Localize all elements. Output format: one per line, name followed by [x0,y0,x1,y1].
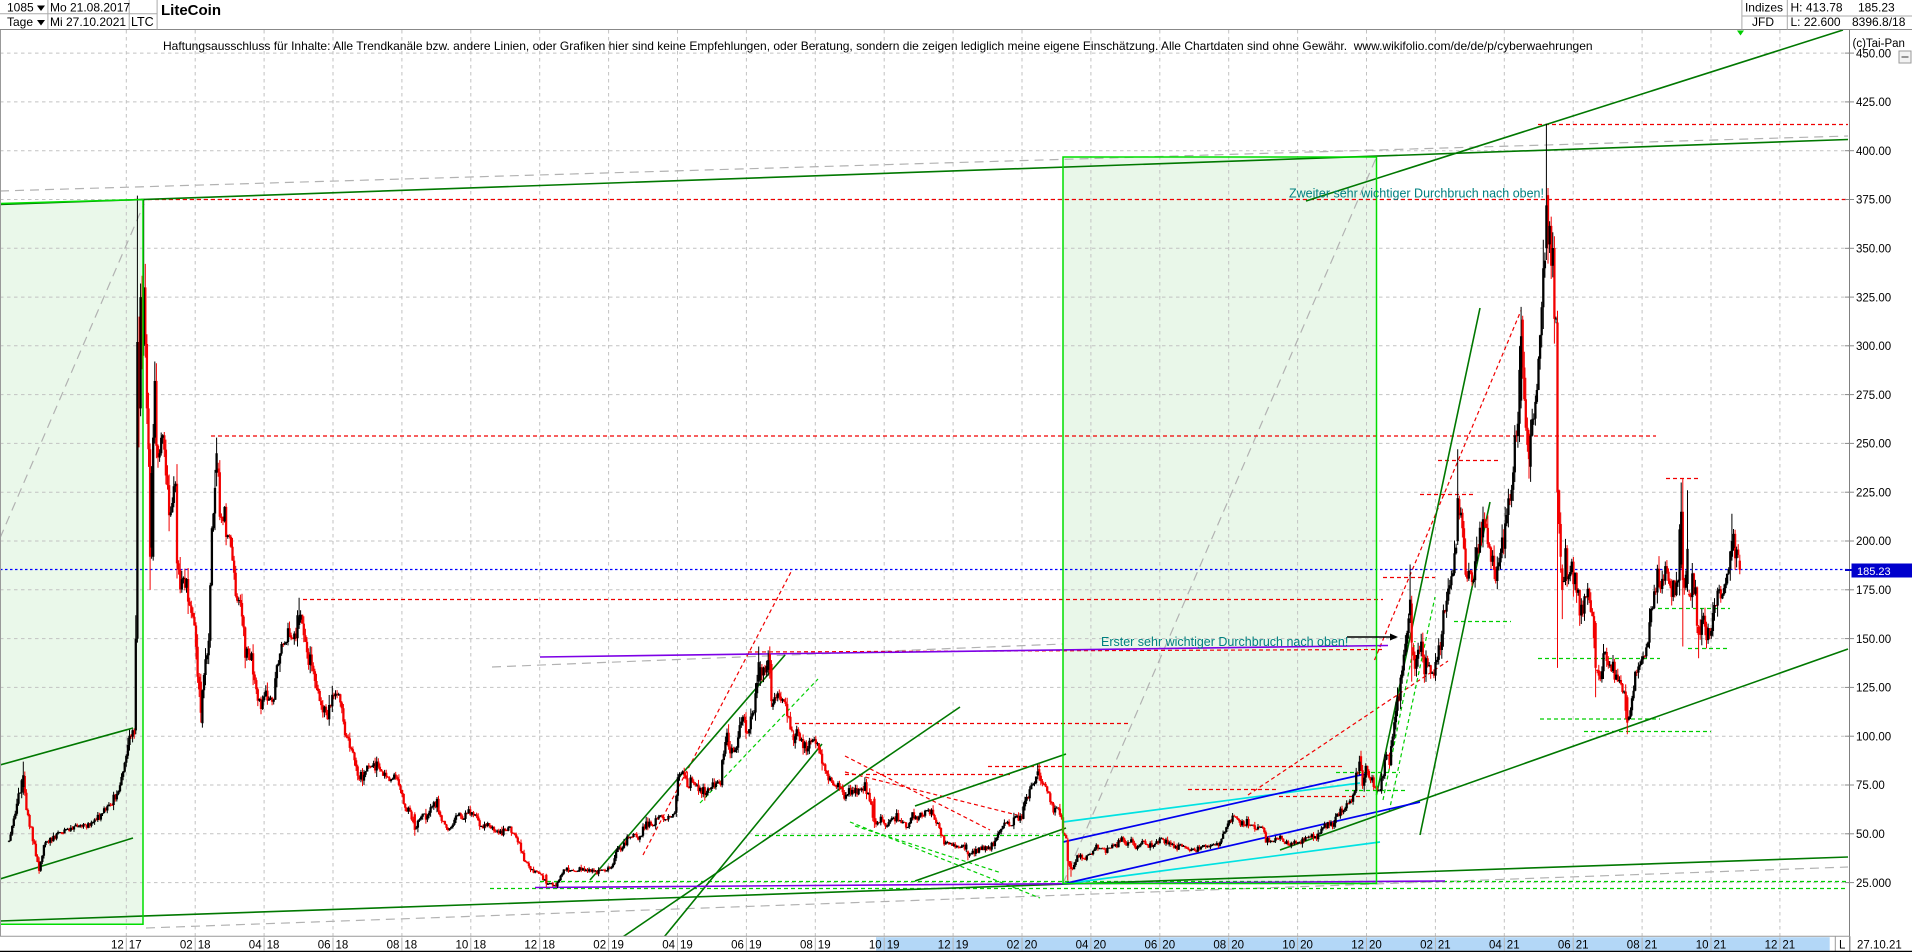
svg-text:19: 19 [680,940,693,952]
svg-text:185.23: 185.23 [1857,566,1891,578]
svg-text:08: 08 [387,940,400,952]
svg-text:18: 18 [404,940,417,952]
svg-text:19: 19 [749,940,762,952]
svg-text:21: 21 [1645,940,1658,952]
svg-text:12: 12 [111,940,124,952]
svg-text:21: 21 [1507,940,1520,952]
svg-text:04: 04 [1489,940,1502,952]
svg-text:425.00: 425.00 [1856,97,1891,109]
svg-text:04: 04 [1076,940,1089,952]
svg-text:LTC: LTC [131,15,154,29]
svg-text:150.00: 150.00 [1856,634,1891,646]
svg-text:08: 08 [800,940,813,952]
svg-text:125.00: 125.00 [1856,683,1891,695]
svg-text:10: 10 [1282,940,1295,952]
svg-text:200.00: 200.00 [1856,536,1891,548]
svg-text:04: 04 [662,940,675,952]
svg-text:Zweiter sehr wichtiger Durchbr: Zweiter sehr wichtiger Durchbruch nach o… [1289,187,1544,201]
svg-text:19: 19 [611,940,624,952]
svg-text:100.00: 100.00 [1856,731,1891,743]
svg-text:Tage: Tage [7,15,33,29]
svg-text:12: 12 [524,940,537,952]
svg-text:18: 18 [336,940,349,952]
svg-text:19: 19 [956,940,969,952]
svg-text:18: 18 [267,940,280,952]
svg-text:1085: 1085 [7,1,34,15]
svg-text:08: 08 [1627,940,1640,952]
svg-text:19: 19 [887,940,900,952]
svg-text:175.00: 175.00 [1856,585,1891,597]
svg-text:25.000: 25.000 [1856,878,1891,890]
svg-text:50.00: 50.00 [1856,829,1885,841]
svg-text:19: 19 [818,940,831,952]
svg-text:10: 10 [869,940,882,952]
svg-text:10: 10 [456,940,469,952]
svg-text:H: 413.78: H: 413.78 [1791,1,1843,15]
svg-text:12: 12 [1351,940,1364,952]
svg-text:Erster sehr wichtiger Durchbru: Erster sehr wichtiger Durchbruch nach ob… [1101,635,1348,649]
svg-text:Mo 21.08.2017: Mo 21.08.2017 [50,1,130,15]
svg-text:06: 06 [1145,940,1158,952]
svg-text:21: 21 [1438,940,1451,952]
svg-text:06: 06 [1558,940,1571,952]
svg-text:L: 22.600: L: 22.600 [1791,15,1841,29]
svg-text:12: 12 [1765,940,1778,952]
svg-text:350.00: 350.00 [1856,244,1891,256]
svg-text:06: 06 [731,940,744,952]
svg-text:Indizes: Indizes [1745,1,1783,15]
svg-text:JFD: JFD [1752,15,1774,29]
svg-text:21: 21 [1714,940,1727,952]
svg-text:10: 10 [1696,940,1709,952]
svg-text:325.00: 325.00 [1856,292,1891,304]
svg-text:L: L [1839,940,1846,952]
svg-text:20: 20 [1369,940,1382,952]
svg-text:185.23: 185.23 [1858,1,1895,15]
svg-text:18: 18 [473,940,486,952]
svg-text:250.00: 250.00 [1856,439,1891,451]
svg-text:LiteCoin: LiteCoin [161,2,221,19]
svg-text:225.00: 225.00 [1856,487,1891,499]
svg-text:Mi 27.10.2021: Mi 27.10.2021 [50,15,126,29]
svg-text:275.00: 275.00 [1856,390,1891,402]
svg-text:300.00: 300.00 [1856,341,1891,353]
svg-text:20: 20 [1231,940,1244,952]
svg-text:12: 12 [938,940,951,952]
svg-text:20: 20 [1162,940,1175,952]
svg-text:02: 02 [1007,940,1020,952]
svg-text:20: 20 [1300,940,1313,952]
svg-text:20: 20 [1093,940,1106,952]
svg-text:18: 18 [198,940,211,952]
svg-text:Haftungsausschluss für Inhalte: Haftungsausschluss für Inhalte: Alle Tre… [163,39,1593,53]
svg-text:400.00: 400.00 [1856,146,1891,158]
svg-text:02: 02 [1420,940,1433,952]
svg-text:375.00: 375.00 [1856,195,1891,207]
svg-text:21: 21 [1782,940,1795,952]
svg-text:02: 02 [593,940,606,952]
svg-text:08: 08 [1213,940,1226,952]
svg-text:27.10.21: 27.10.21 [1857,940,1902,952]
svg-text:21: 21 [1576,940,1589,952]
svg-text:20: 20 [1025,940,1038,952]
svg-text:04: 04 [249,940,262,952]
svg-text:06: 06 [318,940,331,952]
svg-text:17: 17 [129,940,142,952]
svg-text:18: 18 [542,940,555,952]
svg-text:(c)Tai-Pan: (c)Tai-Pan [1853,38,1905,50]
svg-text:450.00: 450.00 [1856,48,1891,60]
svg-text:02: 02 [180,940,193,952]
svg-text:8396.8/18: 8396.8/18 [1852,15,1906,29]
svg-text:75.00: 75.00 [1856,780,1885,792]
